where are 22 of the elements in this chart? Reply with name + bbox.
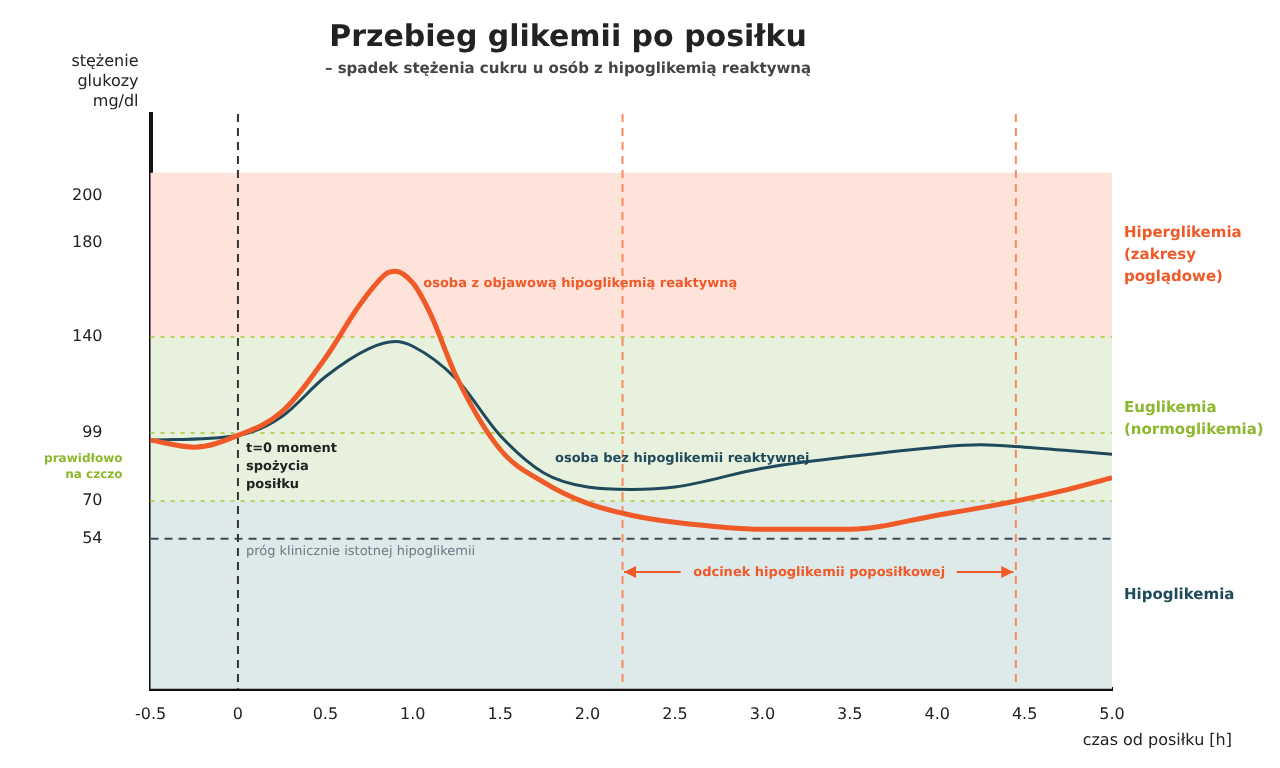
x-tick-label: 4.0 [924,704,950,723]
y-axis-title: stężenie glukozy mg/dl [71,52,140,111]
x-tick-label: 3.5 [837,704,863,723]
x-axis-title: czas od posiłku [h] [1082,730,1232,749]
line-series [150,268,1112,532]
y-tick-label: 200 [71,186,103,205]
x-tick-label: 0.5 [312,704,339,723]
y-tick-label: 54 [82,528,103,547]
x-tick-label: 2.0 [574,704,601,723]
x-tick-label: 0 [232,704,244,723]
x-tick-label: -0.5 [134,704,167,723]
x-tick-label: 1.5 [487,704,513,723]
x-tick-label: 4.5 [1011,704,1038,723]
y-tick-label: 180 [71,233,103,252]
y-tick-label: 70 [82,491,103,510]
x-tick-label: 5.0 [1099,704,1125,723]
y-tick-label: 99 [82,423,103,442]
y-tick-label: 140 [71,327,103,346]
x-tick-label: 1.0 [400,704,426,723]
x-tick-label: 3.0 [749,704,776,723]
chart-title: Przebieg glikemii po posiłku [329,17,807,54]
x-tick-label: 2.5 [662,704,688,723]
